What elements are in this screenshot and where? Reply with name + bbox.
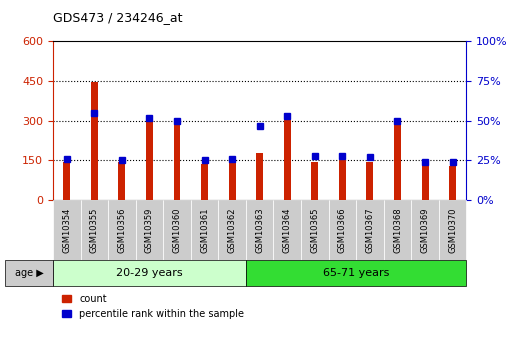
Bar <box>339 160 346 200</box>
Bar <box>91 82 98 200</box>
Bar <box>118 162 125 200</box>
Bar <box>449 166 456 200</box>
Text: GSM10361: GSM10361 <box>200 208 209 253</box>
Text: GSM10368: GSM10368 <box>393 207 402 253</box>
Text: GDS473 / 234246_at: GDS473 / 234246_at <box>53 11 182 24</box>
Bar <box>312 162 318 200</box>
Text: GSM10363: GSM10363 <box>255 207 264 253</box>
Text: GSM10364: GSM10364 <box>283 208 292 253</box>
Bar <box>228 159 235 200</box>
Bar <box>367 162 373 200</box>
Bar <box>64 162 70 200</box>
Text: GSM10366: GSM10366 <box>338 207 347 253</box>
Bar <box>394 119 401 200</box>
Bar <box>421 164 428 200</box>
Text: GSM10367: GSM10367 <box>366 207 374 253</box>
Bar <box>173 121 180 200</box>
Text: age ▶: age ▶ <box>15 268 43 278</box>
Text: GSM10369: GSM10369 <box>421 208 429 253</box>
Text: GSM10370: GSM10370 <box>448 208 457 253</box>
Text: GSM10362: GSM10362 <box>228 208 236 253</box>
Bar <box>201 164 208 200</box>
Legend: count, percentile rank within the sample: count, percentile rank within the sample <box>58 290 248 323</box>
Text: 65-71 years: 65-71 years <box>323 268 390 278</box>
Text: GSM10355: GSM10355 <box>90 208 99 253</box>
Bar <box>257 153 263 200</box>
Text: GSM10360: GSM10360 <box>173 208 181 253</box>
Text: 20-29 years: 20-29 years <box>116 268 183 278</box>
Bar <box>146 121 153 200</box>
Text: GSM10354: GSM10354 <box>63 208 71 253</box>
Text: GSM10359: GSM10359 <box>145 208 154 253</box>
Text: GSM10356: GSM10356 <box>118 208 126 253</box>
Text: GSM10365: GSM10365 <box>311 208 319 253</box>
Bar <box>284 114 290 200</box>
